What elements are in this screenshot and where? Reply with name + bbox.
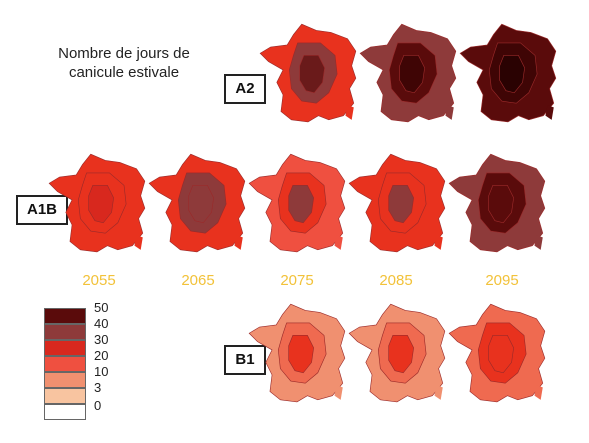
corsica [534, 235, 543, 250]
heat-zone-core [388, 335, 414, 374]
france-map-svg [448, 153, 546, 253]
france-map-svg [459, 23, 557, 123]
scenario-label-b1: B1 [224, 345, 266, 375]
legend-tick-0: 0 [94, 398, 102, 413]
year-label-2055: 2055 [82, 272, 116, 289]
france-map-svg [248, 153, 346, 253]
legend-tick-20: 20 [94, 348, 109, 363]
map-a1b-2075 [244, 150, 350, 254]
year-label-2075: 2075 [280, 272, 314, 289]
year-label-2095: 2095 [485, 272, 519, 289]
scenario-label-a1b: A1B [16, 195, 68, 225]
corsica [134, 235, 143, 250]
legend-swatch-40-50 [44, 308, 86, 324]
legend-tick-50: 50 [94, 300, 109, 315]
year-label-2065: 2065 [181, 272, 215, 289]
heat-zone-core [188, 185, 214, 224]
legend-tick-10: 10 [94, 364, 109, 379]
legend-tick-40: 40 [94, 316, 109, 331]
france-map-svg [348, 303, 446, 403]
france-map-svg [348, 153, 446, 253]
map-a1b-2065 [144, 150, 250, 254]
heat-zone-core [488, 335, 514, 374]
france-map-svg [448, 303, 546, 403]
legend-swatch-20-30 [44, 340, 86, 356]
map-a1b-2095 [444, 150, 550, 254]
map-a1b-2055 [44, 150, 150, 254]
corsica [545, 105, 554, 120]
map-a2-2085 [355, 20, 461, 124]
corsica [334, 385, 343, 400]
france-map-svg [248, 303, 346, 403]
map-b1-2075 [244, 300, 350, 404]
corsica [234, 235, 243, 250]
corsica [534, 385, 543, 400]
heat-zone-core [499, 55, 525, 94]
legend-swatch-30-40 [44, 324, 86, 340]
heat-zone-core [388, 185, 414, 224]
legend-swatch-0-3 [44, 388, 86, 404]
heat-zone-core [88, 185, 114, 224]
legend-tick-30: 30 [94, 332, 109, 347]
corsica [334, 235, 343, 250]
heat-zone-core [288, 335, 314, 374]
france-map-svg [148, 153, 246, 253]
legend-swatch-0 [44, 404, 86, 420]
heat-zone-core [299, 55, 325, 94]
map-a2-2095 [455, 20, 561, 124]
legend-tick-3: 3 [94, 380, 102, 395]
chart-title: Nombre de jours de canicule estivale [58, 45, 190, 81]
france-map-svg [259, 23, 357, 123]
map-b1-2095 [444, 300, 550, 404]
map-b1-2085 [344, 300, 450, 404]
map-a2-2075 [255, 20, 361, 124]
map-a1b-2085 [344, 150, 450, 254]
heat-zone-core [288, 185, 314, 224]
france-map-svg [359, 23, 457, 123]
france-map-svg [48, 153, 146, 253]
corsica [445, 105, 454, 120]
corsica [434, 235, 443, 250]
heat-zone-core [488, 185, 514, 224]
corsica [345, 105, 354, 120]
year-label-2085: 2085 [379, 272, 413, 289]
corsica [434, 385, 443, 400]
legend-swatch-10-20 [44, 356, 86, 372]
legend-swatch-3-10 [44, 372, 86, 388]
scenario-label-a2: A2 [224, 74, 266, 104]
heat-zone-core [399, 55, 425, 94]
